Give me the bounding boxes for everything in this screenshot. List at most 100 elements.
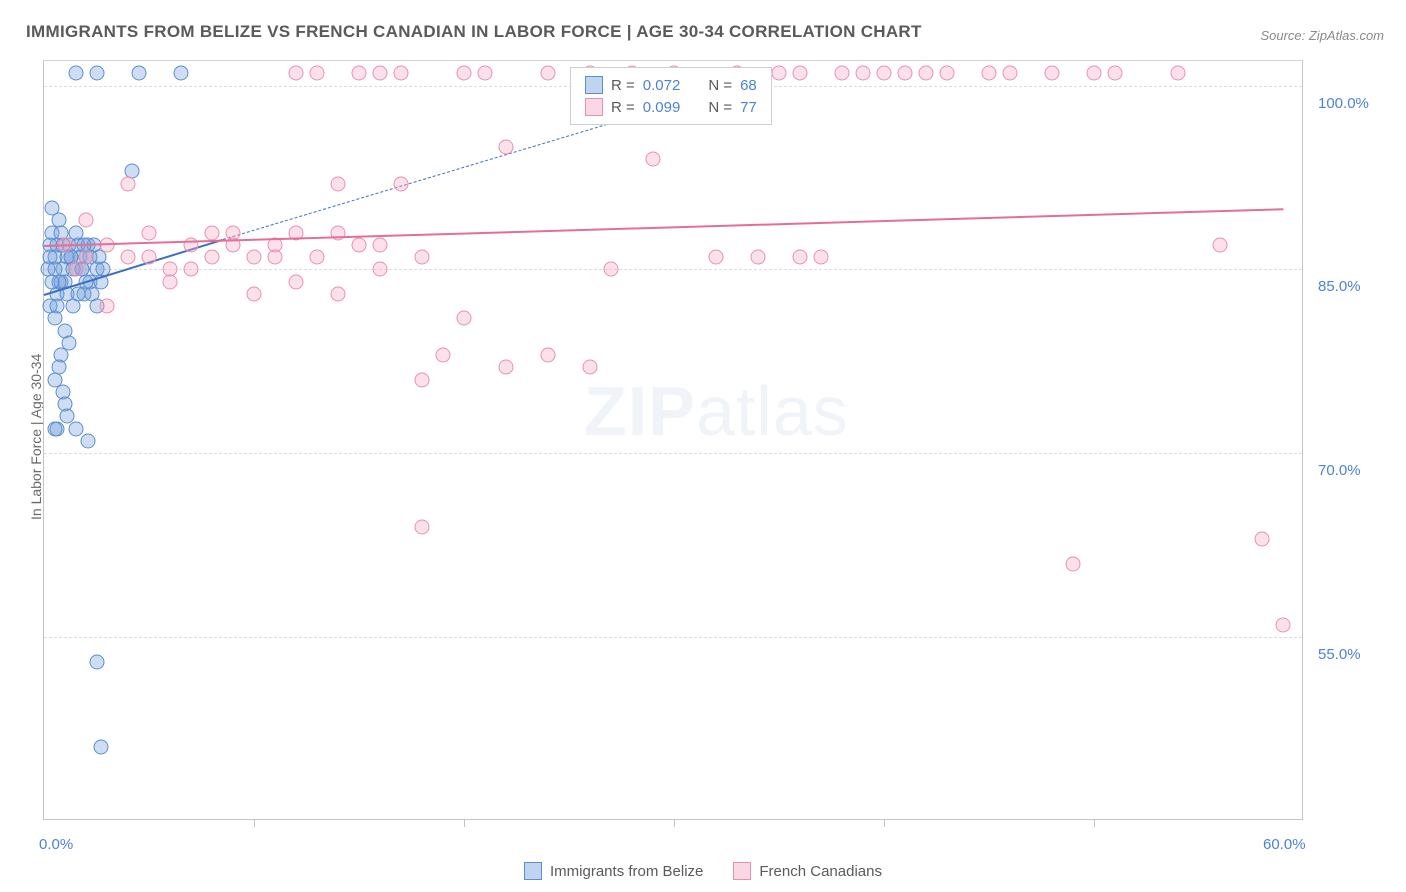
legend-label: French Canadians xyxy=(759,863,882,880)
data-point xyxy=(81,434,96,449)
data-point xyxy=(45,274,60,289)
data-point xyxy=(1108,66,1123,81)
data-point xyxy=(835,66,850,81)
data-point xyxy=(394,176,409,191)
chart-title: IMMIGRANTS FROM BELIZE VS FRENCH CANADIA… xyxy=(26,22,922,42)
data-point xyxy=(793,66,808,81)
legend-item: Immigrants from Belize xyxy=(524,862,703,880)
data-point xyxy=(205,250,220,265)
data-point xyxy=(47,421,62,436)
data-point xyxy=(289,66,304,81)
gridline xyxy=(44,637,1302,638)
stats-box: R = 0.072 N = 68 R = 0.099 N = 77 xyxy=(570,67,772,125)
data-point xyxy=(1255,532,1270,547)
data-point xyxy=(583,360,598,375)
data-point xyxy=(457,311,472,326)
stat-n-value: 68 xyxy=(740,77,757,94)
data-point xyxy=(352,66,367,81)
data-point xyxy=(331,286,346,301)
data-point xyxy=(394,66,409,81)
data-point xyxy=(436,348,451,363)
data-point xyxy=(541,66,556,81)
stat-row: R = 0.072 N = 68 xyxy=(585,74,757,96)
data-point xyxy=(499,360,514,375)
data-point xyxy=(89,66,104,81)
watermark: ZIPatlas xyxy=(584,371,849,451)
data-point xyxy=(919,66,934,81)
stat-r-value: 0.099 xyxy=(643,99,681,116)
data-point xyxy=(68,66,83,81)
data-point xyxy=(173,66,188,81)
data-point xyxy=(131,66,146,81)
x-tick xyxy=(464,819,465,827)
legend-swatch xyxy=(585,98,603,116)
plot-area: ZIPatlas xyxy=(43,60,1303,820)
data-point xyxy=(646,152,661,167)
stat-n-label: N = xyxy=(708,99,732,116)
source-label: Source: ZipAtlas.com xyxy=(1260,28,1384,43)
data-point xyxy=(604,262,619,277)
stat-r-label: R = xyxy=(611,77,635,94)
data-point xyxy=(45,201,60,216)
gridline xyxy=(44,453,1302,454)
data-point xyxy=(79,213,94,228)
stat-row: R = 0.099 N = 77 xyxy=(585,96,757,118)
data-point xyxy=(310,66,325,81)
data-point xyxy=(541,348,556,363)
data-point xyxy=(79,250,94,265)
gridline xyxy=(44,269,1302,270)
stat-r-label: R = xyxy=(611,99,635,116)
data-point xyxy=(457,66,472,81)
data-point xyxy=(163,274,178,289)
watermark-thin: atlas xyxy=(696,372,849,450)
x-tick xyxy=(1094,819,1095,827)
legend-swatch xyxy=(585,76,603,94)
data-point xyxy=(877,66,892,81)
data-point xyxy=(89,654,104,669)
data-point xyxy=(478,66,493,81)
x-tick-label: 0.0% xyxy=(39,836,73,853)
data-point xyxy=(184,262,199,277)
data-point xyxy=(121,176,136,191)
data-point xyxy=(898,66,913,81)
data-point xyxy=(814,250,829,265)
x-tick-label: 60.0% xyxy=(1263,836,1306,853)
data-point xyxy=(1087,66,1102,81)
x-tick xyxy=(884,819,885,827)
data-point xyxy=(373,237,388,252)
data-point xyxy=(373,262,388,277)
data-point xyxy=(310,250,325,265)
legend-item: French Canadians xyxy=(733,862,882,880)
data-point xyxy=(247,286,262,301)
data-point xyxy=(751,250,766,265)
data-point xyxy=(415,250,430,265)
stat-n-value: 77 xyxy=(740,99,757,116)
data-point xyxy=(1003,66,1018,81)
data-point xyxy=(68,421,83,436)
y-tick-label: 100.0% xyxy=(1318,95,1369,112)
stat-r-value: 0.072 xyxy=(643,77,681,94)
data-point xyxy=(772,66,787,81)
y-tick-label: 55.0% xyxy=(1318,646,1361,663)
data-point xyxy=(68,262,83,277)
data-point xyxy=(1171,66,1186,81)
data-point xyxy=(1066,556,1081,571)
data-point xyxy=(142,225,157,240)
data-point xyxy=(205,225,220,240)
trend-line-ext xyxy=(222,122,611,239)
y-tick-label: 85.0% xyxy=(1318,278,1361,295)
data-point xyxy=(1213,237,1228,252)
x-tick xyxy=(674,819,675,827)
watermark-bold: ZIP xyxy=(584,372,696,450)
data-point xyxy=(100,299,115,314)
x-tick xyxy=(254,819,255,827)
legend-swatch xyxy=(524,862,542,880)
data-point xyxy=(93,740,108,755)
stat-n-label: N = xyxy=(708,77,732,94)
legend-label: Immigrants from Belize xyxy=(550,863,703,880)
data-point xyxy=(373,66,388,81)
data-point xyxy=(51,360,66,375)
chart-container: IMMIGRANTS FROM BELIZE VS FRENCH CANADIA… xyxy=(0,0,1406,892)
data-point xyxy=(247,250,262,265)
data-point xyxy=(415,519,430,534)
